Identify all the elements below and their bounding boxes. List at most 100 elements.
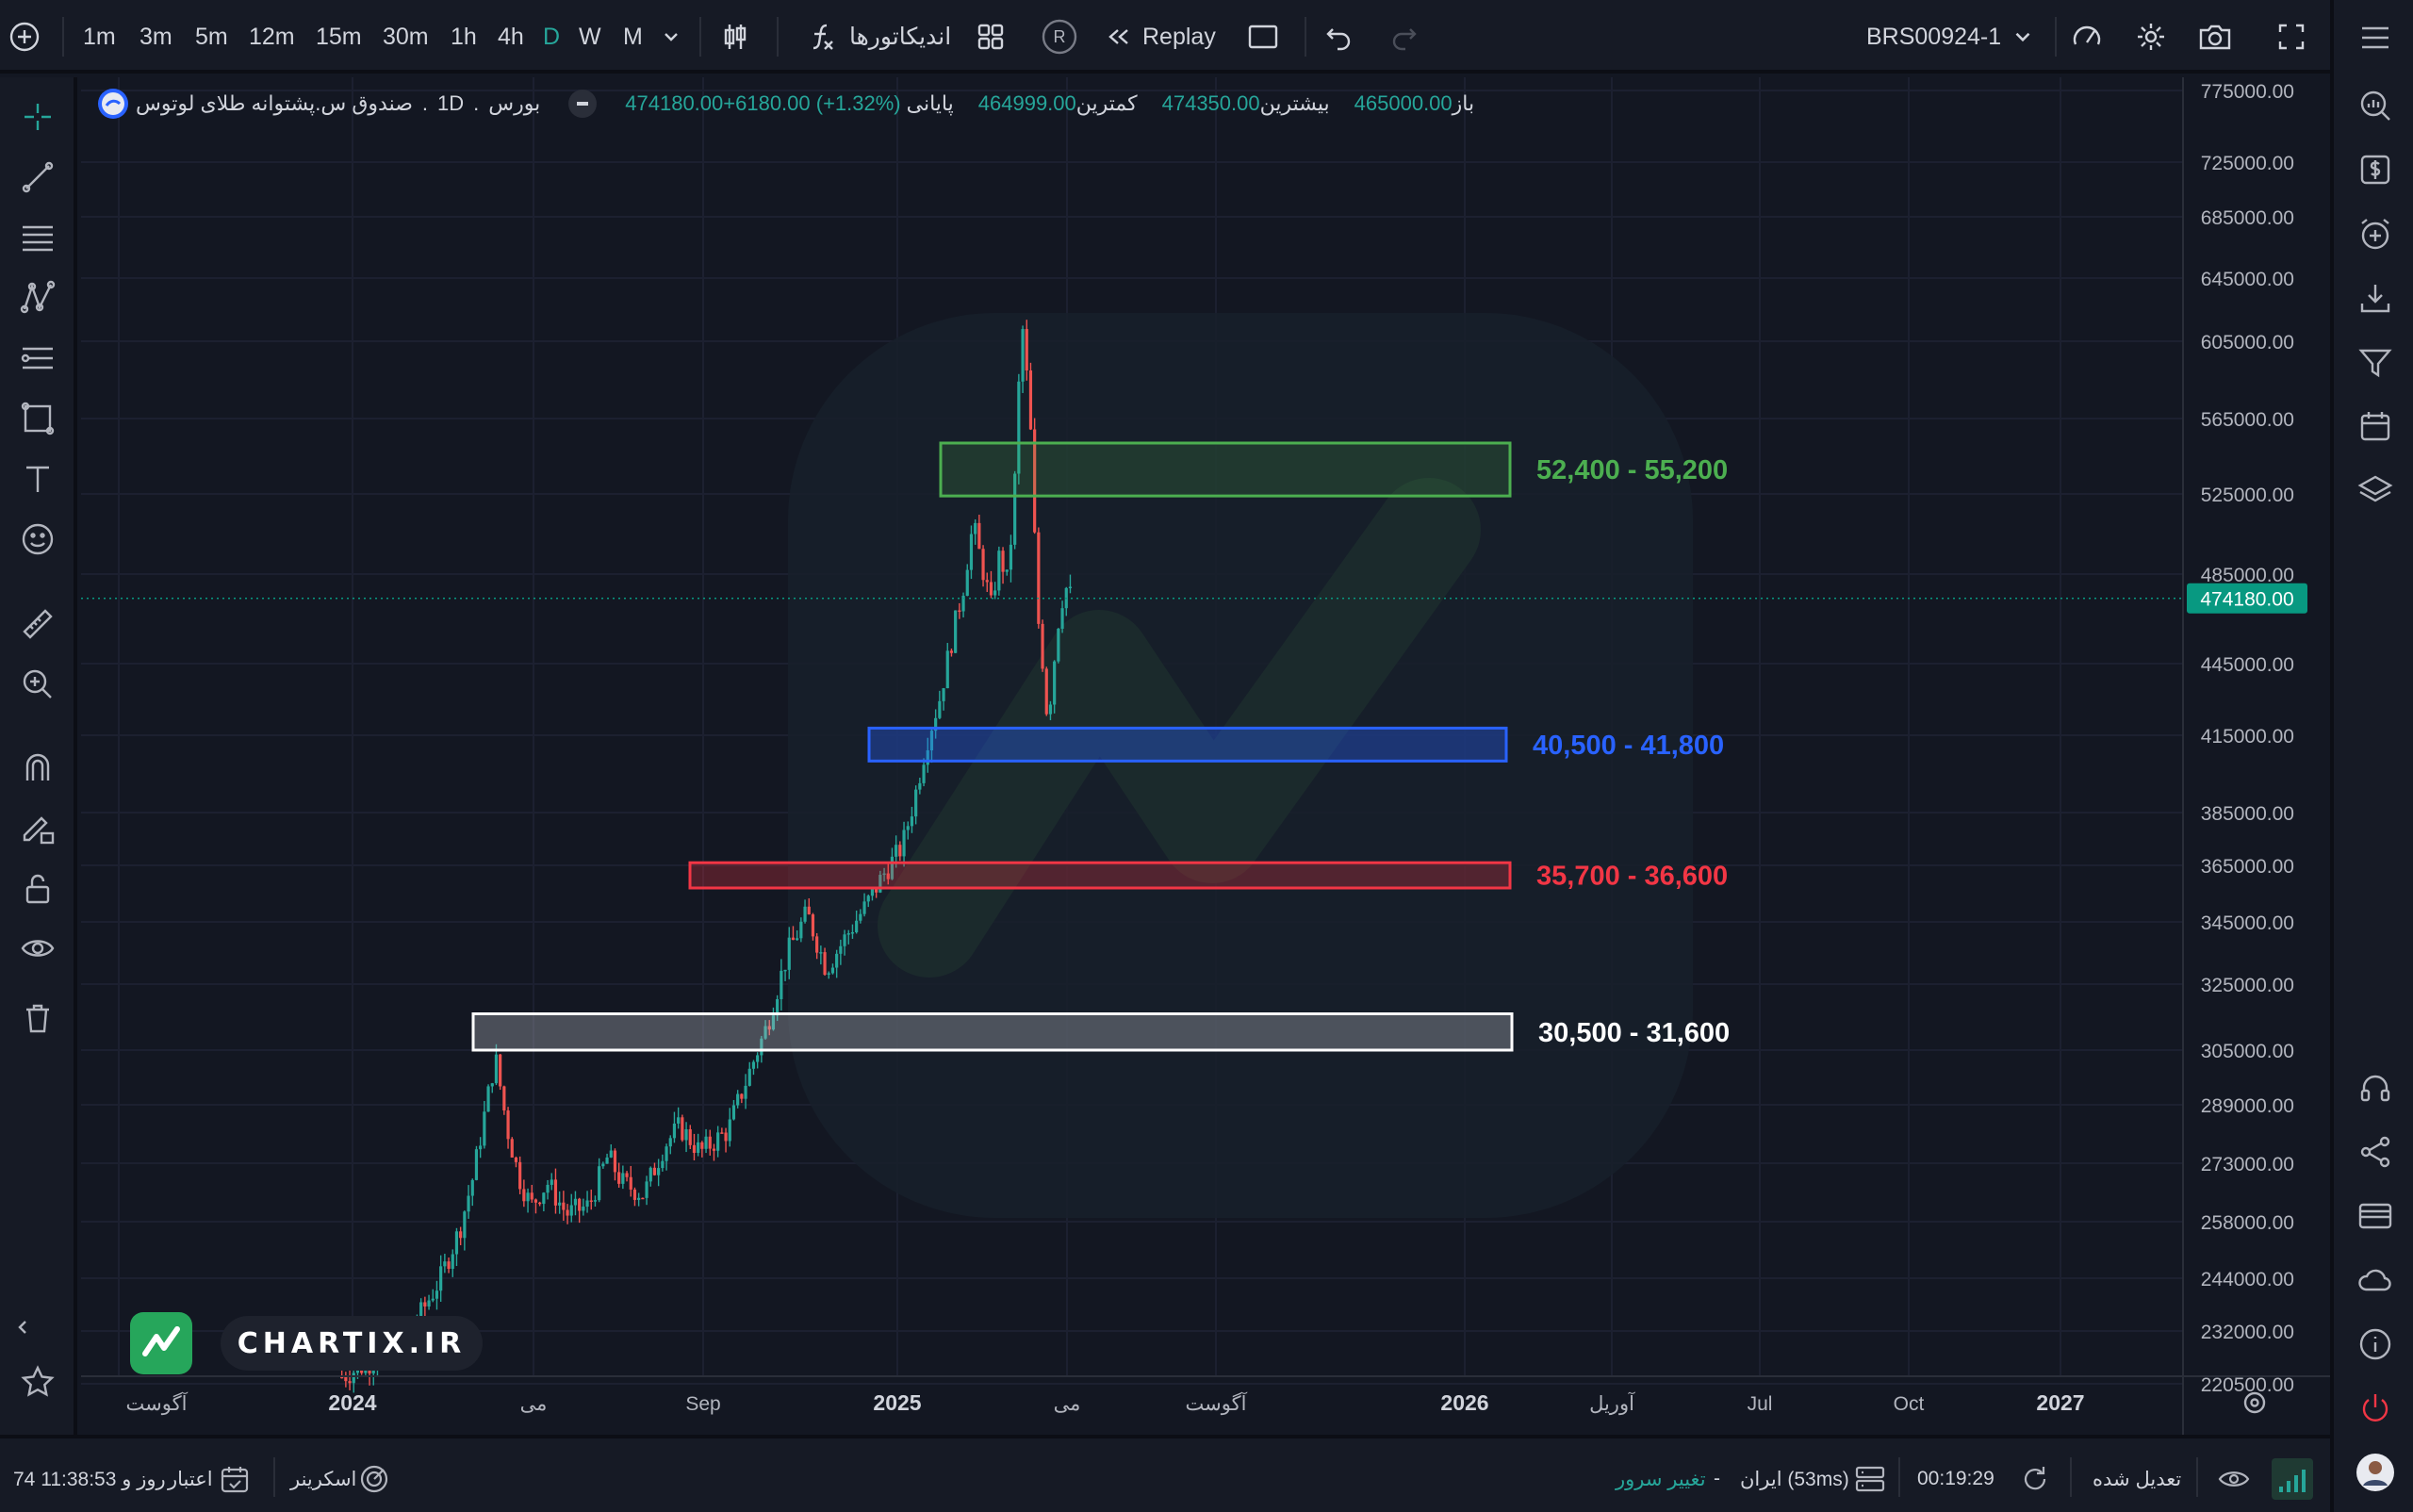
candle-body	[589, 1200, 593, 1202]
candle-body	[1060, 608, 1064, 630]
timeframe-12m[interactable]: 12m	[249, 23, 295, 50]
orders-button[interactable]	[2351, 1192, 2400, 1241]
share-icon	[2360, 1136, 2390, 1168]
trendline-tool[interactable]	[13, 153, 62, 202]
credit-button[interactable]	[219, 1442, 251, 1512]
visibility-button[interactable]	[2217, 1442, 2251, 1512]
timeframe-w[interactable]: W	[579, 23, 601, 50]
candle-body	[882, 873, 886, 876]
alerts-panel-button[interactable]	[2351, 209, 2400, 258]
delete-drawings-tool[interactable]	[13, 994, 62, 1043]
axis-settings-icon[interactable]	[2243, 1391, 2266, 1414]
screener-label[interactable]: اسکرینر	[290, 1468, 357, 1490]
collapse-toolbar-button[interactable]	[4, 1303, 41, 1352]
measure-tool[interactable]	[13, 600, 62, 649]
download-button[interactable]	[2351, 273, 2400, 322]
magnet-tool[interactable]	[13, 743, 62, 792]
candle-body	[677, 1117, 681, 1124]
hide-drawings-tool[interactable]	[13, 924, 62, 973]
candle-body	[712, 1148, 716, 1151]
adjusted-toggle[interactable]: تعدیل شده	[2093, 1468, 2182, 1490]
lock-all-tool[interactable]	[13, 863, 62, 912]
timeframe-m[interactable]: M	[623, 23, 643, 50]
alerts-button[interactable]	[2070, 0, 2104, 74]
timeframe-dropdown[interactable]	[660, 0, 682, 74]
screener-panel-button[interactable]	[2351, 81, 2400, 130]
timeframe-1m[interactable]: 1m	[83, 23, 116, 50]
cloud-button[interactable]	[2351, 1256, 2400, 1305]
fullscreen-button[interactable]	[2275, 0, 2307, 74]
candle-body	[989, 582, 993, 596]
candle-body	[846, 933, 850, 935]
zone-box[interactable]	[939, 441, 1512, 498]
symbol-selector[interactable]: BRS00924-1	[1866, 0, 2035, 74]
legend-close-label: پایانی	[906, 91, 954, 115]
forecast-tool[interactable]	[13, 334, 62, 383]
candle-body	[835, 953, 839, 968]
candle-body	[562, 1202, 566, 1210]
favorites-tool[interactable]	[13, 1357, 62, 1406]
screenshot-button[interactable]	[2197, 0, 2233, 74]
timeframe-d[interactable]: D	[543, 23, 561, 50]
undo-button[interactable]	[1323, 0, 1354, 74]
candle-body	[736, 1093, 740, 1106]
zone-box[interactable]	[688, 861, 1512, 890]
emoji-tool[interactable]	[13, 515, 62, 564]
filter-button[interactable]	[2351, 337, 2400, 386]
candle-body	[459, 1231, 463, 1239]
server-button[interactable]	[1853, 1442, 1887, 1512]
candle-body	[756, 1055, 760, 1062]
fib-tool[interactable]	[13, 213, 62, 262]
calendar-button[interactable]	[2351, 402, 2400, 451]
menu-button[interactable]	[2351, 13, 2400, 62]
logout-button[interactable]	[2351, 1384, 2400, 1433]
layouts-button[interactable]	[975, 0, 1007, 74]
lock-drawing-tool[interactable]	[13, 803, 62, 852]
price-tick-label: 258000.00	[2201, 1212, 2294, 1234]
chart-type-button[interactable]	[718, 0, 752, 74]
shape-tool[interactable]	[13, 394, 62, 443]
fullscreen-area-button[interactable]	[1246, 0, 1280, 74]
chart-canvas[interactable]: 52,400 - 55,200 40,500 - 41,800 35,700 - 3…	[81, 77, 2330, 1435]
candle-body	[747, 1068, 751, 1086]
legend-instrument: صندوق س.پشتوانه طلای لوتوس	[136, 91, 413, 115]
support-button[interactable]	[2351, 1063, 2400, 1112]
chart-area[interactable]: 52,400 - 55,200 40,500 - 41,800 35,700 - 3…	[81, 77, 2330, 1435]
candle-body	[945, 650, 949, 689]
share-button[interactable]	[2351, 1127, 2400, 1176]
r-badge: R	[1053, 26, 1066, 46]
indicators-button[interactable]: اندیکاتورها	[806, 0, 951, 74]
zone-box[interactable]	[867, 726, 1508, 763]
server-change-link[interactable]: تغییر سرور	[1616, 1468, 1706, 1490]
screener-button[interactable]	[358, 1442, 390, 1512]
timeframe-15m[interactable]: 15m	[316, 23, 362, 50]
replay-button[interactable]: Replay	[1105, 0, 1216, 74]
avatar[interactable]	[2351, 1448, 2400, 1497]
timeframe-5m[interactable]: 5m	[195, 23, 228, 50]
add-symbol-button[interactable]	[8, 0, 41, 74]
zoom-tool[interactable]	[13, 660, 62, 709]
candle-body	[652, 1167, 657, 1175]
credit-value: 74 روز و 11:38:53	[13, 1468, 166, 1490]
status-dash: -	[1714, 1468, 1720, 1489]
candle-body	[518, 1161, 522, 1190]
timeframe-3m[interactable]: 3m	[140, 23, 172, 50]
candle-body	[645, 1181, 648, 1198]
timeframe-4h[interactable]: 4h	[498, 23, 524, 50]
candle-body	[463, 1211, 467, 1239]
info-button[interactable]	[2351, 1320, 2400, 1369]
timeframe-30m[interactable]: 30m	[383, 23, 429, 50]
zone-box[interactable]	[471, 1012, 1514, 1052]
legend-collapse-button[interactable]	[568, 90, 598, 118]
watchlist-button[interactable]	[2351, 145, 2400, 194]
crosshair-tool[interactable]	[13, 92, 62, 141]
redo-button[interactable]	[1389, 0, 1420, 74]
pattern-tool[interactable]	[13, 273, 62, 322]
text-tool[interactable]	[13, 454, 62, 503]
settings-button[interactable]	[2134, 0, 2168, 74]
layers-button[interactable]	[2351, 466, 2400, 515]
timeframe-1h[interactable]: 1h	[451, 23, 477, 50]
r-button[interactable]: R	[1041, 0, 1078, 74]
refresh-button[interactable]	[2019, 1442, 2051, 1512]
candle-body	[1068, 586, 1073, 589]
